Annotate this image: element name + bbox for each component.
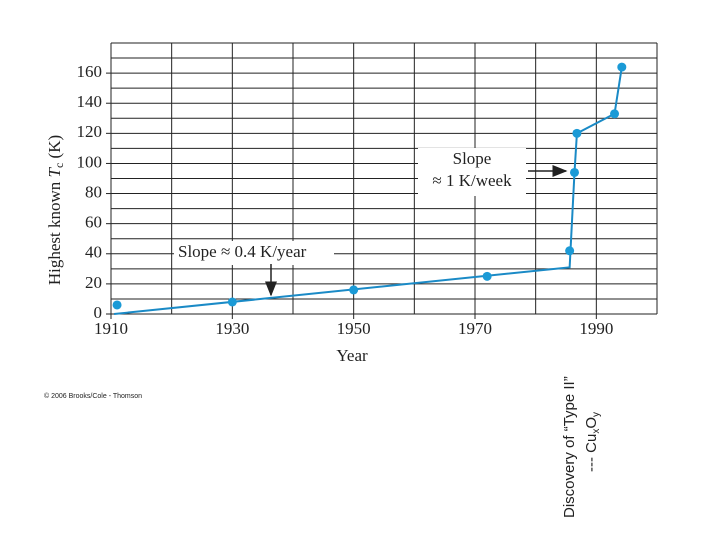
y-tick-label: 100 — [77, 152, 103, 171]
data-point — [349, 285, 359, 295]
data-point — [617, 62, 627, 72]
trend-line — [113, 66, 623, 315]
copyright: © 2006 Brooks/Cole - Thomson — [44, 392, 142, 400]
y-tick-label: 60 — [85, 213, 102, 232]
y-tick-label: 80 — [85, 182, 102, 201]
side-note: --- CuxOy — [583, 412, 602, 472]
side-note-part: --- Cu — [583, 434, 600, 472]
x-axis-label: Year — [336, 346, 368, 365]
data-point — [569, 167, 579, 177]
data-point — [610, 109, 620, 119]
y-label-symbol: T — [45, 166, 64, 177]
y-tick-label: 40 — [85, 243, 102, 262]
y-tick-label: 20 — [85, 273, 102, 292]
annotation-bg — [174, 241, 334, 265]
x-tick-label: 1970 — [458, 319, 492, 338]
data-point — [112, 300, 122, 310]
y-label-part: Highest known — [45, 177, 64, 285]
y-tick-label: 120 — [77, 122, 103, 141]
y-axis-label: Highest known Tc (K) — [45, 135, 66, 285]
x-tick-label: 1910 — [94, 319, 128, 338]
x-tick-label: 1930 — [215, 319, 249, 338]
side-note-sub: y — [591, 412, 602, 417]
y-label-subscript: c — [52, 163, 66, 168]
annotation: Slope ≈ 0.4 K/year — [178, 242, 307, 261]
x-tick-label: 1950 — [337, 319, 371, 338]
x-tick-label: 1990 — [579, 319, 613, 338]
data-point — [565, 246, 575, 256]
y-tick-label: 160 — [77, 62, 103, 81]
data-point — [482, 271, 492, 281]
annotation: ≈ 1 K/week — [432, 171, 512, 190]
side-note-sub: x — [591, 429, 602, 434]
annotation-bg — [418, 148, 526, 196]
side-note-part: O — [583, 417, 600, 429]
annotation: Slope — [453, 149, 492, 168]
y-tick-label: 140 — [77, 92, 103, 111]
side-note: Discovery of “Type II” — [561, 376, 578, 518]
data-point — [572, 128, 582, 138]
data-point — [227, 297, 237, 307]
y-tick-label: 0 — [94, 303, 103, 322]
y-label-part: (K) — [45, 135, 64, 163]
